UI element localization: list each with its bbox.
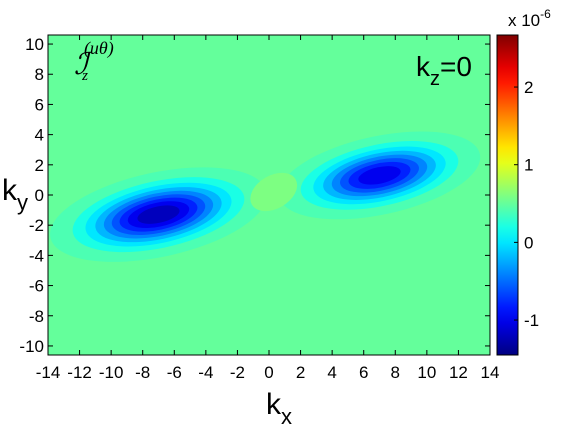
y-label-subscript: y bbox=[17, 190, 28, 215]
plot-area bbox=[48, 35, 490, 355]
multiplier-base: x 10 bbox=[508, 11, 540, 30]
plane-rest: =0 bbox=[440, 51, 472, 82]
x-tick-label: -14 bbox=[36, 363, 61, 382]
contour-level bbox=[137, 205, 180, 224]
multiplier-exponent: -6 bbox=[540, 7, 551, 21]
y-tick-label: -4 bbox=[29, 246, 44, 265]
colorbar-tick-label: 1 bbox=[524, 156, 533, 175]
y-label-base: k bbox=[2, 174, 18, 207]
contour-level bbox=[250, 172, 298, 212]
x-label-base: k bbox=[266, 388, 282, 421]
y-tick-label: 10 bbox=[25, 35, 44, 54]
colorbar-multiplier: x 10-6 bbox=[508, 7, 551, 30]
plane-label: kz=0 bbox=[416, 51, 472, 90]
x-tick-label: -6 bbox=[167, 363, 182, 382]
colorbar-tick-label: 0 bbox=[524, 233, 533, 252]
y-tick-label: 8 bbox=[35, 65, 44, 84]
plane-subscript: z bbox=[430, 68, 440, 90]
x-tick-label: -10 bbox=[99, 363, 124, 382]
y-tick-label: -8 bbox=[29, 307, 44, 326]
colorbar bbox=[496, 34, 519, 356]
colorbar-tick-label: 2 bbox=[524, 78, 533, 97]
x-tick-label: 14 bbox=[481, 363, 500, 382]
x-tick-label: 6 bbox=[359, 363, 368, 382]
x-tick-label: 4 bbox=[327, 363, 336, 382]
x-tick-label: 8 bbox=[391, 363, 400, 382]
x-tick-label: 10 bbox=[417, 363, 436, 382]
contour-level bbox=[358, 166, 401, 185]
x-tick-label: 2 bbox=[296, 363, 305, 382]
y-axis-label: ky bbox=[2, 174, 28, 215]
x-tick-label: -8 bbox=[135, 363, 150, 382]
plane-base: k bbox=[416, 51, 431, 82]
quantity-subscript: z bbox=[81, 68, 88, 84]
x-label-subscript: x bbox=[281, 404, 292, 429]
x-tick-label: -12 bbox=[67, 363, 92, 382]
y-tick-label: 6 bbox=[35, 95, 44, 114]
y-tick-label: -6 bbox=[29, 277, 44, 296]
x-tick-label: 12 bbox=[449, 363, 468, 382]
y-tick-label: 0 bbox=[35, 186, 44, 205]
x-axis-label: kx bbox=[266, 388, 292, 429]
x-tick-label: -2 bbox=[230, 363, 245, 382]
x-tick-label: -4 bbox=[198, 363, 213, 382]
y-tick-label: -10 bbox=[19, 337, 44, 356]
colorbar-tick-label: -1 bbox=[524, 311, 539, 330]
x-tick-label: 0 bbox=[264, 363, 273, 382]
y-tick-label: -2 bbox=[29, 216, 44, 235]
y-tick-label: 4 bbox=[35, 126, 44, 145]
quantity-superscript: (uθ) bbox=[84, 38, 114, 59]
y-tick-label: 2 bbox=[35, 156, 44, 175]
